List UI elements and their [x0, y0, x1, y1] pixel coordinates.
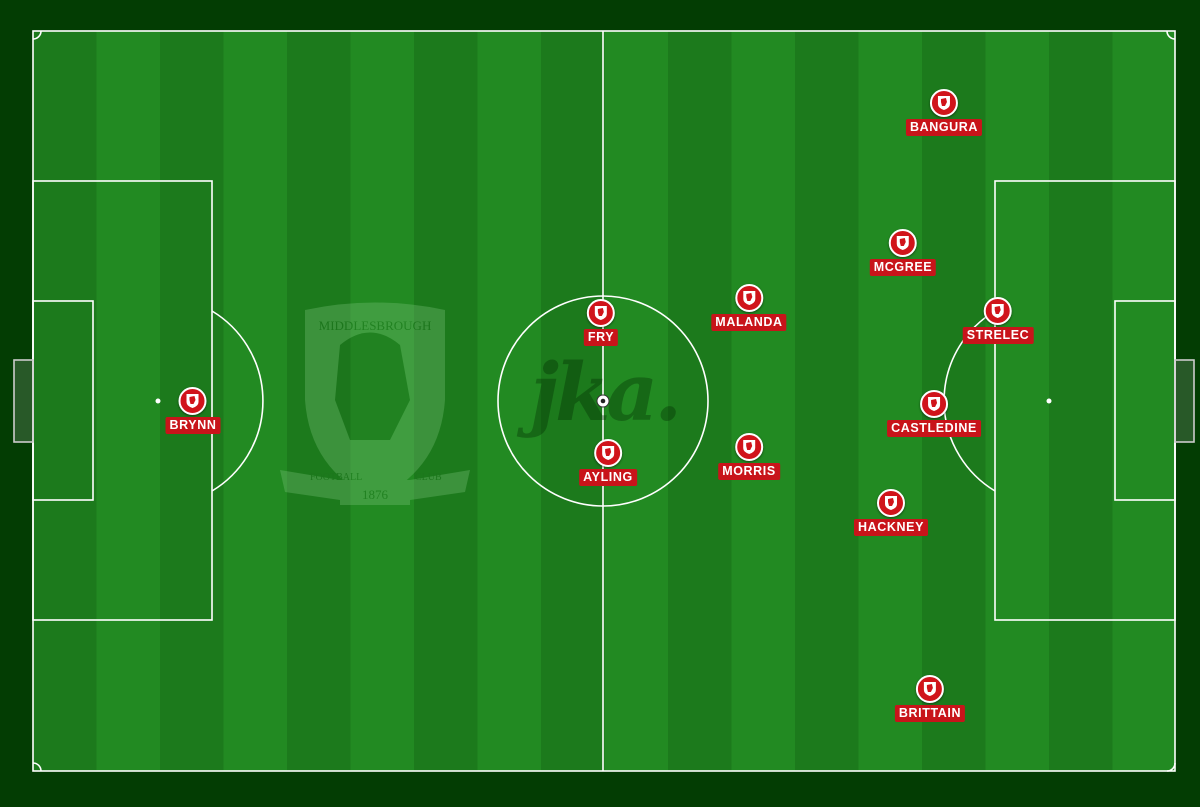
player-name: AYLING [579, 469, 637, 486]
left-goal [13, 359, 34, 443]
crest-top-text: MIDDLESBROUGH [319, 318, 432, 333]
middlesbrough-crest-icon [930, 89, 958, 117]
player-bangura[interactable]: BANGURA [905, 89, 983, 136]
crest-left-ribbon: FOOTBALL [310, 472, 362, 483]
pitch-stripe [731, 31, 795, 771]
pitch-stripe [668, 31, 732, 771]
pitch-stripe [858, 31, 922, 771]
player-strelec[interactable]: STRELEC [962, 297, 1034, 344]
middlesbrough-crest-icon [920, 390, 948, 418]
player-name: BANGURA [905, 119, 983, 136]
left-penalty-arc [211, 310, 264, 492]
pitch-stripe [477, 31, 541, 771]
pitch-stripe [414, 31, 478, 771]
player-name: CASTLEDINE [887, 420, 981, 437]
football-icon [596, 394, 610, 408]
jka-watermark: jka. [530, 345, 682, 439]
player-mcgree[interactable]: MCGREE [869, 229, 937, 276]
pitch-stripe [287, 31, 351, 771]
player-name: STRELEC [962, 327, 1034, 344]
pitch-lines [13, 30, 1195, 772]
pitch-stripe [96, 31, 160, 771]
player-name: BRITTAIN [894, 705, 966, 722]
corner-arcs [32, 30, 1176, 772]
middlesbrough-crest-icon [734, 433, 763, 461]
right-penalty-spot [1046, 398, 1052, 404]
crest-year: 1876 [362, 487, 389, 502]
player-hackney[interactable]: HACKNEY [853, 489, 929, 536]
left-penalty-spot [155, 398, 161, 404]
player-brynn[interactable]: BRYNN [165, 387, 221, 434]
pitch-stripe [223, 31, 287, 771]
player-name: FRY [583, 329, 619, 346]
pitch-stripe [350, 31, 414, 771]
middlesbrough-crest-icon [178, 387, 207, 415]
middlesbrough-crest-icon [915, 675, 944, 703]
player-ayling[interactable]: AYLING [579, 439, 637, 486]
player-name: MORRIS [718, 463, 780, 480]
player-malanda[interactable]: MALANDA [711, 284, 787, 331]
player-name: MALANDA [711, 314, 787, 331]
middlesbrough-crest-icon [983, 297, 1012, 325]
right-goal [1174, 359, 1195, 443]
middlesbrough-crest-icon [587, 299, 615, 327]
player-name: BRYNN [165, 417, 221, 434]
pitch-stripe [33, 31, 97, 771]
middlesbrough-crest-icon [876, 489, 905, 517]
pitch-stripe [795, 31, 859, 771]
middlesbrough-crest-watermark: MIDDLESBROUGH 1876 FOOTBALL CLUB [280, 302, 470, 505]
pitch-stripe [985, 31, 1049, 771]
player-name: HACKNEY [853, 519, 929, 536]
middlesbrough-crest-icon [889, 229, 917, 257]
centre-circle [497, 295, 709, 507]
pitch-stripe [1049, 31, 1113, 771]
middlesbrough-crest-icon [734, 284, 763, 312]
player-name: MCGREE [869, 259, 937, 276]
crest-right-ribbon: CLUB [415, 472, 442, 483]
player-brittain[interactable]: BRITTAIN [894, 675, 966, 722]
middlesbrough-crest-icon [594, 439, 622, 467]
player-morris[interactable]: MORRIS [718, 433, 780, 480]
pitch-stripe [1112, 31, 1175, 771]
player-castledine[interactable]: CASTLEDINE [887, 390, 981, 437]
pitch-stripe [541, 31, 605, 771]
pitch-stripe [604, 31, 668, 771]
player-fry[interactable]: FRY [583, 299, 619, 346]
